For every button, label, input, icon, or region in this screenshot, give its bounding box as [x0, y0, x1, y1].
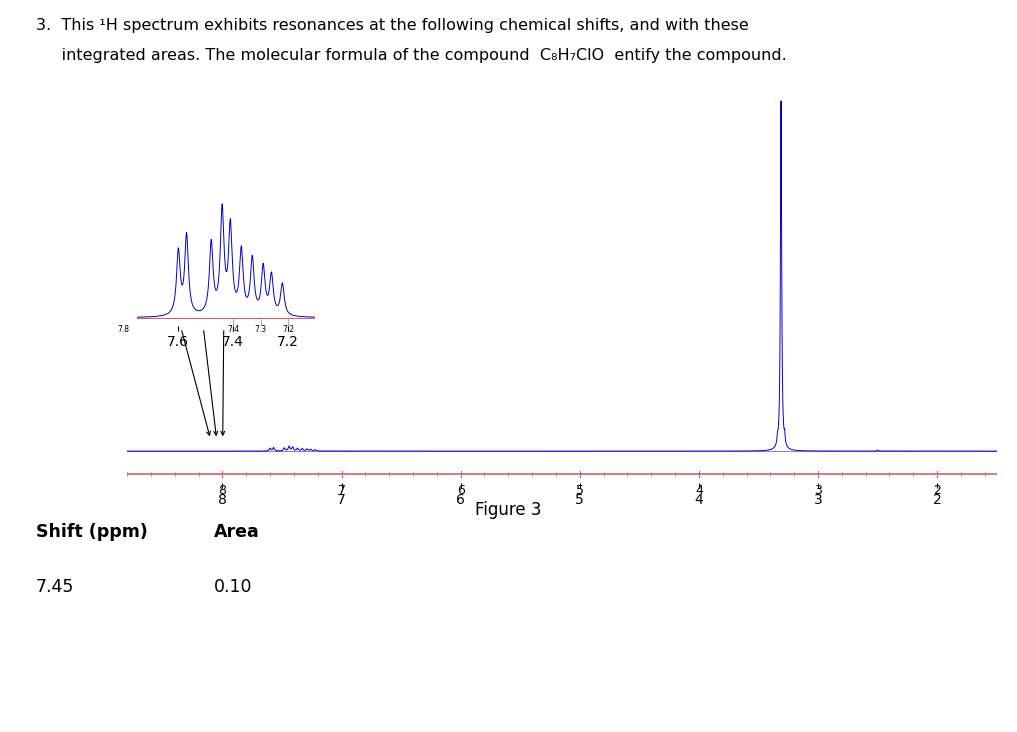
Text: 3.  This ¹H spectrum exhibits resonances at the following chemical shifts, and w: 3. This ¹H spectrum exhibits resonances …	[36, 18, 749, 33]
Text: 8: 8	[219, 485, 227, 498]
Text: 7.3: 7.3	[254, 325, 266, 334]
Text: 3: 3	[814, 485, 822, 498]
Text: Figure 3: Figure 3	[475, 501, 542, 520]
Text: 7.2: 7.2	[282, 325, 294, 334]
Text: 4: 4	[695, 485, 703, 498]
Text: 7.4: 7.4	[227, 325, 239, 334]
Text: 7.8: 7.8	[118, 325, 129, 334]
Text: Area: Area	[214, 523, 259, 542]
Text: Shift (ppm): Shift (ppm)	[36, 523, 147, 542]
Text: 7.45: 7.45	[36, 578, 74, 597]
Text: 0.10: 0.10	[214, 578, 252, 597]
Text: integrated areas. The molecular formula of the compound  C₈H₇ClO  entify the com: integrated areas. The molecular formula …	[36, 48, 786, 62]
Text: 6: 6	[457, 485, 465, 498]
Text: 5: 5	[576, 485, 584, 498]
Text: 7: 7	[338, 485, 346, 498]
Text: 2: 2	[934, 485, 941, 498]
